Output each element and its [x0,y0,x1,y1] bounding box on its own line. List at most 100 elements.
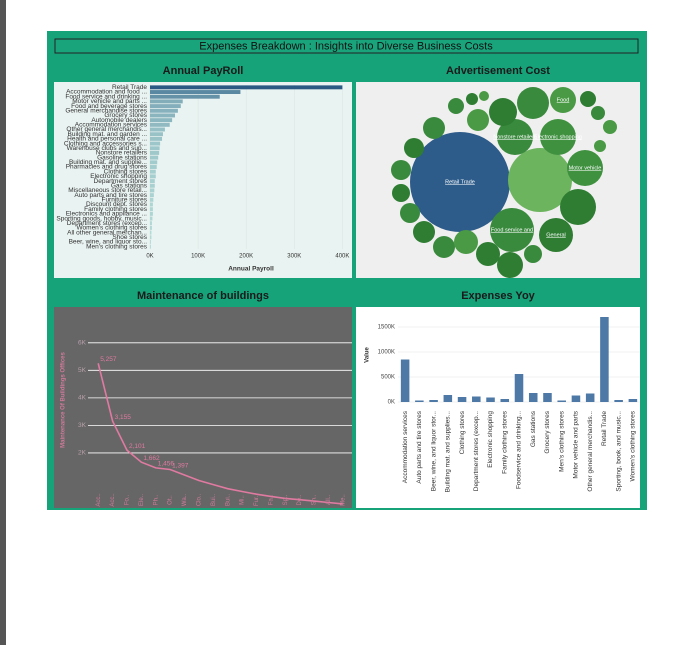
bar [150,104,181,109]
bubble [540,119,576,155]
bar [150,188,155,193]
bar [150,183,155,188]
bubble [466,93,478,105]
y-tick-label: Discount dept. stores [86,201,148,208]
side-strip [0,0,6,645]
bar [415,400,424,402]
bubble [454,230,478,254]
bar [600,317,609,402]
bar [150,179,155,184]
bar [150,165,157,169]
x-tick-label: Me.. [340,494,346,506]
x-tick-label: Beer, wine, and liquor stor... [430,411,437,491]
bubble [423,117,445,139]
y-tick-label: 0K [388,400,395,406]
bubble [448,98,464,114]
y-tick-label: Men's clothing stores [86,243,148,250]
y-tick-label: Clothing and accessories s... [64,140,147,147]
bubble-label: Electronic shopping [534,134,582,140]
x-tick-label: Building mat. and supplies... [445,411,452,492]
bar [150,118,173,123]
x-axis-title: Annual Payroll [228,266,274,273]
bubble-label: Food service and [491,227,533,233]
y-tick-label: Gasoline stations [97,154,148,161]
bar [150,225,152,230]
bar [150,90,241,94]
bar [150,197,154,202]
bar [514,374,524,402]
bubble [497,252,523,278]
bar [150,216,153,221]
x-tick-label: Fo.. [125,495,131,506]
x-tick-label: Men's clothing stores [558,410,565,472]
bar [150,193,154,198]
bubble-label: General [546,232,566,238]
y-tick-label: Pharmacies and drug stores [66,164,148,171]
x-tick-label: 400K [335,254,349,260]
bar [628,399,638,402]
bar [150,108,178,113]
y-tick-label: Food service and drinking ... [65,93,147,100]
y-tick-label: Accommodation and food ... [66,89,147,96]
y-tick-label: Furniture stores [101,197,147,204]
x-tick-label: Mi.. [240,495,246,505]
bubble-label: Food [557,97,570,103]
x-tick-label: Accommodation services [402,410,409,483]
bubble-label: Motor vehicle [569,165,602,171]
bubble [413,221,435,243]
x-tick-label: Bui.. [225,494,231,506]
y-tick-label: Women's clothing stores [77,225,148,232]
y-tick-label: 1000K [378,350,395,356]
bar [150,141,161,146]
x-tick-label: Bui.. [211,494,217,506]
x-tick-label: All.. [326,495,332,505]
bar [150,202,153,207]
x-tick-label: Fa.. [268,495,274,506]
y-tick-label: Gas stations [111,182,148,189]
bar [150,160,158,165]
line [97,363,343,505]
y-tick-label: Department stores (excep... [67,220,147,227]
chart-title: Maintenance of buildings [137,290,269,302]
bar [150,127,165,132]
bar [557,400,566,402]
x-tick-label: Retail Trade [601,411,608,446]
y-tick-label: Department stores [94,178,148,185]
bar [150,230,152,235]
x-tick-label: Ot.. [168,495,174,505]
bubble-label: Nonstore retailers [493,134,537,140]
x-tick-label: Ele.. [139,494,145,506]
x-tick-label: Grocery stores [544,410,551,453]
x-tick-label: Other general merchandis... [587,411,594,492]
x-tick-label: Department stores (excep... [473,411,480,491]
bar [543,393,552,402]
bar [150,244,151,249]
y-tick-label: Auto parts and tire stores [74,192,147,199]
y-tick-label: Electronic shopping [90,173,147,180]
y-tick-label: Motor vehicle and parts ... [72,98,147,105]
bar [150,155,159,160]
x-tick-label: De.. [297,494,303,505]
bar [528,393,538,402]
bar [150,146,160,151]
x-tick-label: Women's clothing stores [630,410,637,481]
y-tick-label: All other general merchan... [67,229,147,236]
y-tick-label: 5K [78,367,87,374]
bubble [560,189,596,225]
panel-bg [54,82,352,278]
y-tick-label: General merchandise stores [65,107,147,114]
y-tick-label: Other general merchandis... [66,126,147,133]
bar [150,113,176,118]
bubble [591,106,605,120]
bubble [550,87,576,113]
bar [150,132,163,137]
x-tick-label: Clothing stores [459,410,466,454]
bubble [580,91,596,107]
y-tick-label: Electronics and appliance ... [66,211,147,218]
x-tick-label: Acc.. [110,493,116,507]
bar [614,400,623,402]
bar [150,122,170,127]
y-tick-label: Clothing stores [104,168,148,175]
bar [150,85,343,90]
